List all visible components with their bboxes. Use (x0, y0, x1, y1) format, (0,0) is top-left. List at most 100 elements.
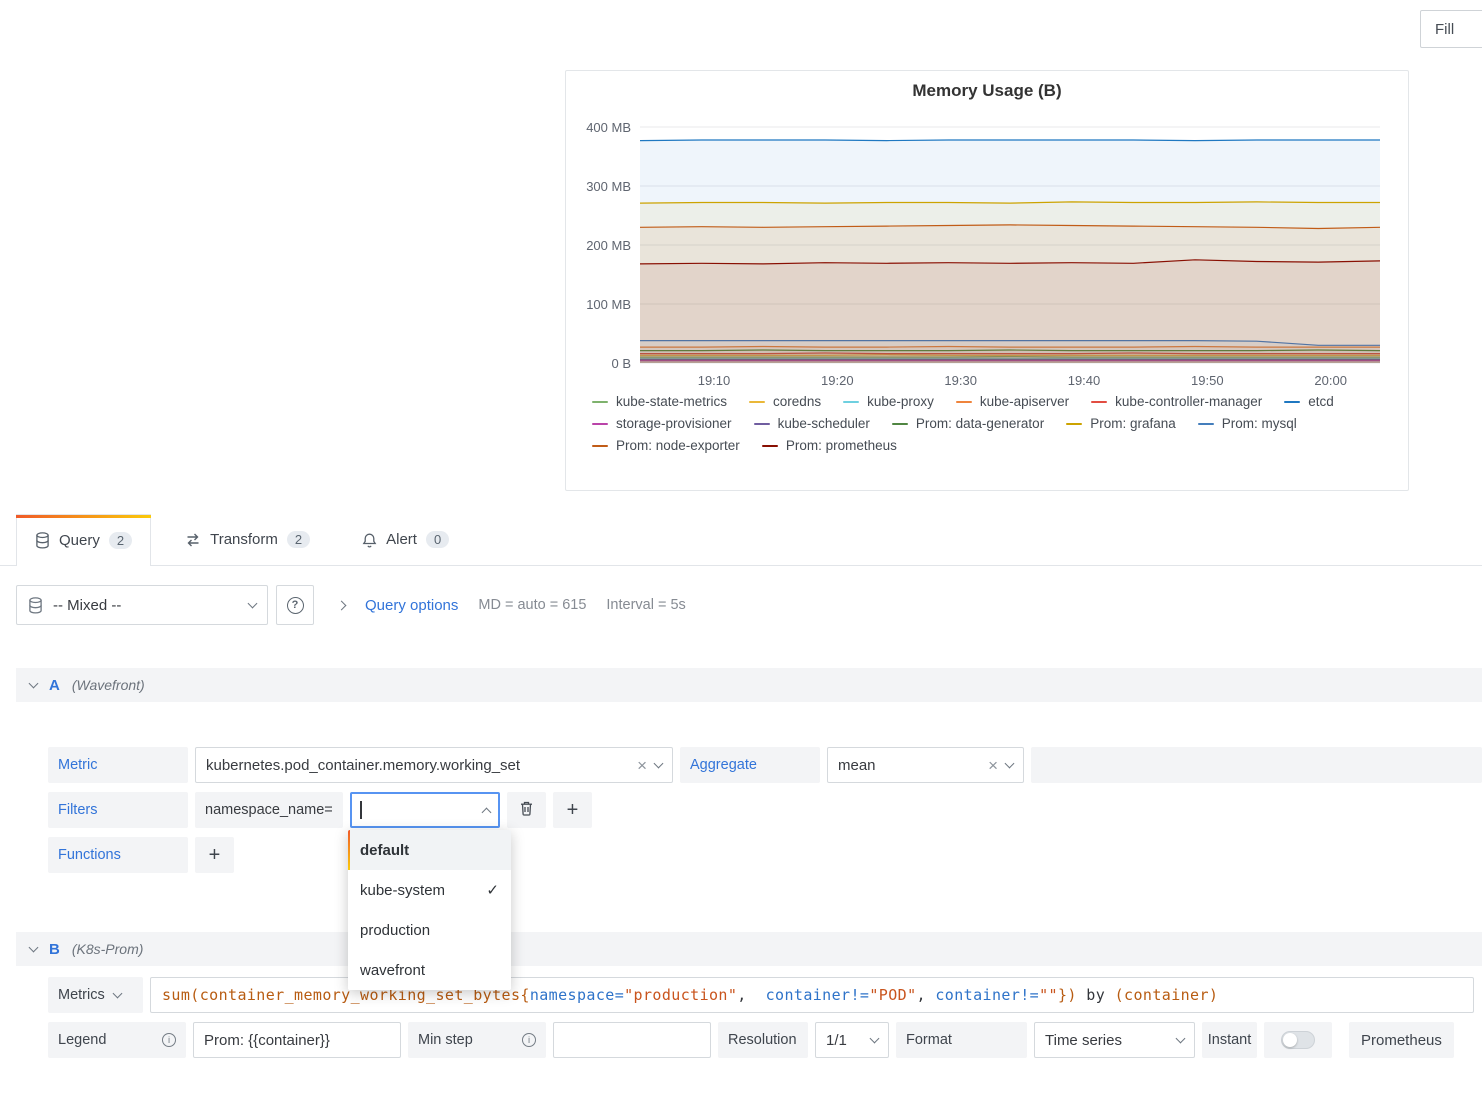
metric-value: kubernetes.pod_container.memory.working_… (206, 756, 521, 774)
chevron-down-icon (28, 942, 39, 953)
series-color-dash (1091, 400, 1108, 403)
series-color-dash (592, 400, 608, 403)
info-icon[interactable]: i (522, 1033, 536, 1047)
legend-item[interactable]: Prom: prometheus (761, 438, 897, 453)
legend-value: Prom: {{container}} (204, 1031, 330, 1049)
chevron-down-icon (653, 758, 664, 769)
legend-item[interactable]: coredns (749, 394, 821, 409)
dropdown-option-wavefront[interactable]: wavefront (348, 950, 511, 990)
dropdown-option-default[interactable]: default (348, 830, 511, 870)
aggregate-label: Aggregate (680, 747, 820, 783)
series-label: storage-provisioner (616, 416, 732, 431)
series-label: Prom: prometheus (785, 438, 897, 453)
datasource-help-button[interactable]: ? (276, 585, 314, 625)
plus-icon: + (566, 798, 579, 821)
clear-icon[interactable]: × (988, 755, 998, 775)
metric-select[interactable]: kubernetes.pod_container.memory.working_… (195, 747, 673, 783)
metric-row: Metric kubernetes.pod_container.memory.w… (48, 747, 1482, 783)
series-color-dash (955, 400, 972, 403)
min-step-input[interactable] (553, 1022, 711, 1058)
format-select[interactable]: Time series (1034, 1022, 1195, 1058)
query-a-header[interactable]: A (Wavefront) (16, 668, 1482, 702)
series-color-dash (1066, 422, 1083, 425)
promql-editor[interactable]: sum(container_memory_working_set_bytes{n… (150, 977, 1474, 1013)
legend-item[interactable]: kube-state-metrics (592, 394, 727, 409)
series-label: Prom: node-exporter (616, 438, 740, 453)
add-function-button[interactable]: + (195, 837, 234, 873)
tab-alert[interactable]: Alert 0 (344, 514, 467, 565)
plus-icon: + (208, 843, 221, 866)
legend-item[interactable]: Prom: mysql (1197, 416, 1297, 431)
instant-label: Instant (1202, 1022, 1257, 1058)
svg-text:19:40: 19:40 (1068, 373, 1101, 388)
chevron-down-icon (112, 988, 123, 999)
row-filler (1031, 747, 1482, 783)
query-options-link[interactable]: Query options (365, 596, 459, 614)
resolution-value: 1/1 (826, 1031, 847, 1049)
format-value: Time series (1045, 1031, 1122, 1049)
query-a-datasource: (Wavefront) (71, 677, 145, 693)
svg-text:19:10: 19:10 (698, 373, 731, 388)
series-color-dash (761, 444, 778, 447)
series-color-dash (592, 422, 608, 425)
datasource-value: -- Mixed -- (53, 596, 122, 614)
legend-item[interactable]: etcd (1284, 394, 1334, 409)
legend-item[interactable]: kube-controller-manager (1091, 394, 1262, 409)
svg-text:100 MB: 100 MB (586, 297, 631, 312)
help-icon: ? (286, 596, 304, 614)
aggregate-select[interactable]: mean × (827, 747, 1024, 783)
legend-input[interactable]: Prom: {{container}} (193, 1022, 401, 1058)
filter-key[interactable]: namespace_name= (195, 792, 343, 828)
legend-item[interactable]: kube-apiserver (955, 394, 1069, 409)
dropdown-option-kube-system[interactable]: kube-system (348, 870, 511, 910)
series-color-dash (753, 422, 770, 425)
legend-item[interactable]: kube-proxy (843, 394, 934, 409)
metrics-dropdown[interactable]: Metrics (48, 977, 143, 1013)
namespace-dropdown: default kube-system production wavefront (348, 830, 511, 990)
tab-query[interactable]: Query 2 (16, 514, 152, 566)
legend-item[interactable]: Prom: node-exporter (592, 438, 740, 453)
svg-text:400 MB: 400 MB (586, 120, 631, 135)
tab-alert-label: Alert (386, 531, 417, 548)
svg-text:0 B: 0 B (611, 356, 631, 371)
tab-transform-label: Transform (210, 531, 278, 548)
info-icon[interactable]: i (162, 1033, 176, 1047)
query-a-ref: A (49, 676, 60, 694)
database-icon (35, 532, 50, 549)
series-color-dash (592, 444, 608, 447)
dropdown-option-production[interactable]: production (348, 910, 511, 950)
memory-usage-panel: Memory Usage (B) 0 B 100 MB 200 MB 300 MB 40… (565, 70, 1409, 491)
fill-button[interactable]: Fill (1420, 10, 1482, 48)
tab-transform[interactable]: Transform 2 (167, 514, 328, 565)
tab-transform-count: 2 (286, 531, 311, 548)
legend-item[interactable]: Prom: grafana (1066, 416, 1176, 431)
datasource-picker[interactable]: -- Mixed -- (16, 585, 268, 625)
promql-token: by (1076, 986, 1115, 1004)
chevron-down-icon (1004, 758, 1015, 769)
tab-alert-count: 0 (425, 531, 450, 548)
clear-icon[interactable]: × (637, 755, 647, 775)
tab-query-count: 2 (108, 532, 133, 549)
legend-item[interactable]: storage-provisioner (592, 416, 732, 431)
trash-icon (519, 799, 534, 822)
option-label: kube-system (360, 881, 446, 899)
series-label: kube-scheduler (777, 416, 870, 431)
query-b-header[interactable]: B (K8s-Prom) (16, 932, 1482, 966)
instant-toggle[interactable] (1264, 1022, 1332, 1058)
filter-value-input[interactable] (350, 792, 500, 828)
metrics-label-text: Metrics (58, 987, 105, 1003)
resolution-select[interactable]: 1/1 (815, 1022, 889, 1058)
text-caret (360, 801, 362, 819)
metric-label: Metric (48, 747, 188, 783)
series-color-dash (843, 400, 860, 403)
add-filter-button[interactable]: + (553, 792, 592, 828)
legend-item[interactable]: Prom: data-generator (891, 416, 1044, 431)
series-color-dash (1197, 422, 1214, 425)
chevron-right-icon[interactable] (336, 600, 347, 610)
legend-item[interactable]: kube-scheduler (753, 416, 870, 431)
option-label: wavefront (360, 961, 426, 979)
remove-filter-button[interactable] (507, 792, 546, 828)
database-icon (28, 596, 43, 614)
bell-icon (362, 532, 377, 548)
query-b-ref: B (49, 940, 60, 958)
